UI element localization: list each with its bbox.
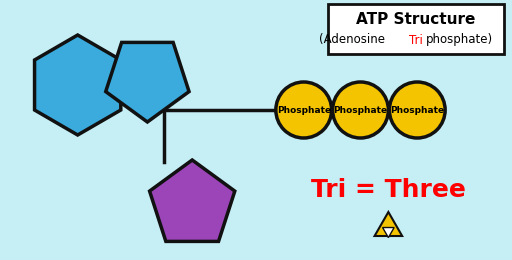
Text: Phosphate: Phosphate: [333, 106, 388, 114]
Polygon shape: [105, 42, 189, 122]
FancyBboxPatch shape: [328, 4, 504, 54]
Text: Phosphate: Phosphate: [390, 106, 444, 114]
Text: ATP Structure: ATP Structure: [356, 11, 476, 27]
Circle shape: [333, 82, 389, 138]
Text: Phosphate: Phosphate: [276, 106, 331, 114]
Polygon shape: [150, 160, 235, 241]
Text: Tri = Three: Tri = Three: [311, 178, 466, 202]
Circle shape: [389, 82, 445, 138]
Polygon shape: [34, 35, 121, 135]
Polygon shape: [382, 228, 394, 238]
Text: (Adenosine: (Adenosine: [319, 34, 389, 47]
Text: Tri: Tri: [409, 34, 422, 47]
Polygon shape: [375, 212, 402, 236]
Text: phosphate): phosphate): [426, 34, 494, 47]
Circle shape: [276, 82, 332, 138]
